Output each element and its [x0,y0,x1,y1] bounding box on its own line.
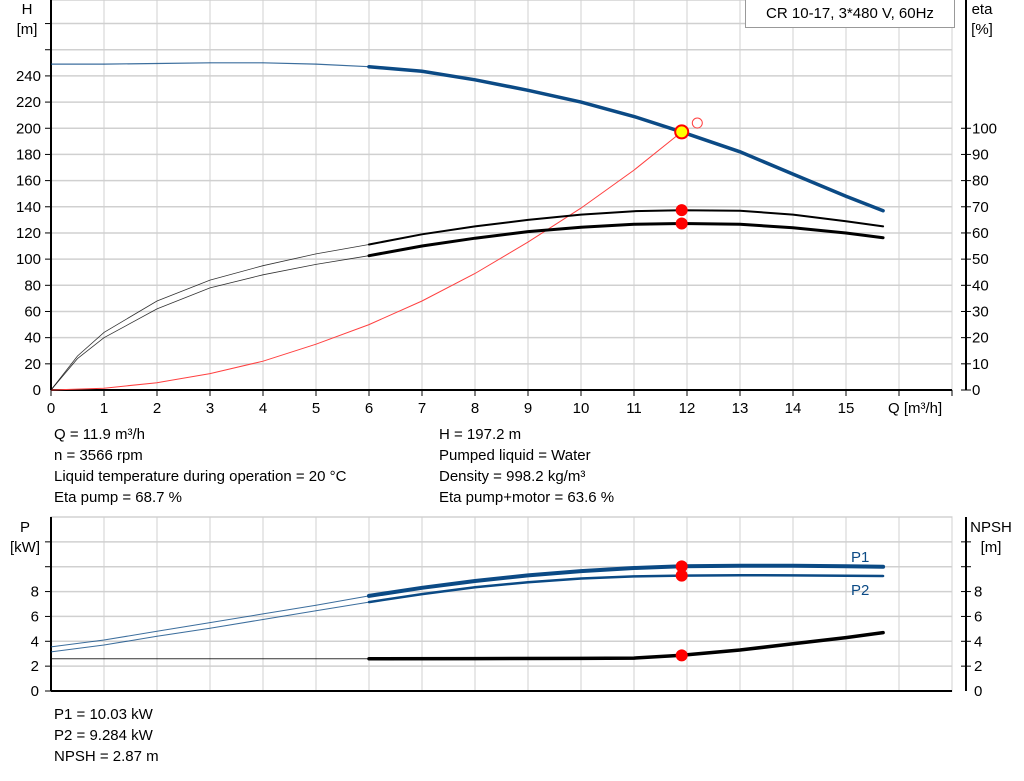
q-tick-label: 10 [573,400,590,417]
info-p2: P2 = 9.284 kW [54,727,153,744]
eta-tick-label: 60 [972,225,989,242]
q-tick-label: 14 [785,400,802,417]
eta-tick-label: 50 [972,251,989,268]
npsh-tick-label: 0 [974,683,982,700]
npsh-axis-unit: [m] [981,539,1002,556]
p-tick-label: 6 [31,608,39,625]
x-axis-label: Q [m³/h] [888,400,942,417]
system-curve [50,131,683,391]
npsh-tick-label: 8 [974,584,982,601]
head-curve [367,64,885,213]
p1-label: P1 [851,549,869,566]
eta-total-point [675,217,688,230]
top-plot-frame [50,0,953,391]
eta-total-curve [367,221,885,258]
q-tick-label: 3 [206,400,214,417]
eta-pump-curve [368,209,885,246]
h-tick-label: 0 [33,382,41,399]
p2-curve [367,573,885,604]
info-bottom: P1 = 10.03 kW P2 = 9.284 kW NPSH = 2.87 … [54,704,159,767]
p-tick-label: 4 [31,633,39,650]
info-density: Density = 998.2 kg/m³ [439,468,586,485]
eta-total-curve-extrapolated [50,255,370,391]
h-tick-label: 80 [24,277,41,294]
info-eta-total: Eta pump+motor = 63.6 % [439,489,615,506]
h-tick-label: 160 [16,173,41,190]
q-tick-label: 2 [153,400,161,417]
npsh-tick-label: 2 [974,658,982,675]
npsh-point [675,649,688,662]
info-right: H = 197.2 m Pumped liquid = Water Densit… [439,424,614,508]
q-tick-label: 13 [732,400,749,417]
h-tick-label: 240 [16,68,41,85]
npsh-tick-label: 4 [974,633,982,650]
info-p1: P1 = 10.03 kW [54,706,153,723]
h-axis-label: H [22,1,33,18]
p2-curve-extrapolated [50,601,370,653]
eta-tick-label: 20 [972,330,989,347]
system-open-point [691,117,703,129]
p1-curve [367,563,886,598]
eta-tick-label: 90 [972,146,989,163]
eta-tick-label: 30 [972,303,989,320]
eta-tick-label: 70 [972,199,989,216]
p-tick-label: 0 [31,683,39,700]
q-tick-label: 5 [312,400,320,417]
q-tick-label: 6 [365,400,373,417]
eta-axis-label: eta [972,1,994,18]
h-tick-label: 20 [24,356,41,373]
q-tick-label: 12 [679,400,696,417]
q-tick-label: 15 [838,400,855,417]
p-axis-label: P [20,519,30,536]
npsh-curve [367,630,885,661]
q-tick-label: 0 [47,400,55,417]
pump-title: CR 10-17, 3*480 V, 60Hz [745,0,955,28]
eta-tick-label: 0 [972,382,980,399]
h-tick-label: 100 [16,251,41,268]
q-tick-label: 4 [259,400,267,417]
eta-tick-label: 40 [972,277,989,294]
eta-axis-unit: [%] [971,21,993,38]
q-tick-label: 9 [524,400,532,417]
p1-curve-extrapolated [50,595,370,648]
eta-tick-label: 100 [972,120,997,137]
p2-point [675,569,688,582]
h-tick-label: 140 [16,199,41,216]
info-temp: Liquid temperature during operation = 20… [54,468,347,485]
info-q: Q = 11.9 m³/h [54,426,146,443]
p2-label: P2 [851,582,869,599]
p1-point [675,560,688,573]
bottom-plot-frame [50,516,953,692]
info-eta-pump: Eta pump = 68.7 % [54,489,182,506]
eta-tick-label: 10 [972,356,989,373]
info-left: Q = 11.9 m³/h n = 3566 rpm Liquid temper… [54,424,346,508]
q-tick-label: 1 [100,400,108,417]
h-tick-label: 40 [24,330,41,347]
h-tick-label: 120 [16,225,41,242]
p-tick-label: 8 [31,584,39,601]
info-npsh: NPSH = 2.87 m [54,748,159,765]
info-liquid: Pumped liquid = Water [439,447,591,464]
npsh-tick-label: 6 [974,608,982,625]
npsh-axis-label: NPSH [970,519,1012,536]
info-n: n = 3566 rpm [54,447,143,464]
h-tick-label: 60 [24,303,41,320]
eta-pump-point [675,204,688,217]
q-tick-label: 8 [471,400,479,417]
h-tick-label: 180 [16,146,41,163]
eta-tick-label: 80 [972,173,989,190]
duty-point [674,124,690,140]
q-tick-label: 11 [626,400,642,417]
p-axis-unit: [kW] [10,539,40,556]
eta-pump-curve-extrapolated [50,244,370,391]
head-curve-extrapolated [51,62,370,68]
info-h: H = 197.2 m [439,426,522,443]
p-tick-label: 2 [31,658,39,675]
h-tick-label: 200 [16,120,41,137]
h-axis-unit: [m] [17,21,38,38]
q-tick-label: 7 [418,400,426,417]
h-tick-label: 220 [16,94,41,111]
